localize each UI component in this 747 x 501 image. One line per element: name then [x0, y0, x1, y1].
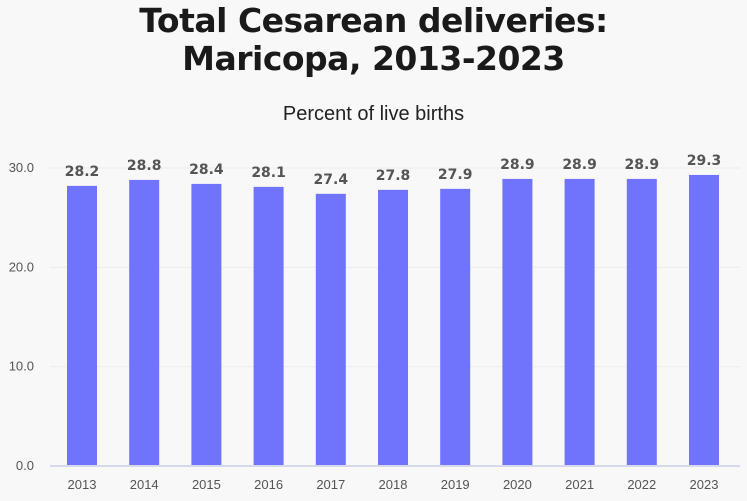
data-label: 28.9: [562, 157, 597, 173]
x-tick-label: 2019: [441, 477, 470, 492]
data-label: 28.8: [127, 158, 162, 174]
data-label: 28.2: [65, 164, 100, 180]
bar-2020: [502, 178, 533, 465]
x-tick-label: 2018: [379, 477, 408, 492]
bar-2019: [440, 188, 471, 466]
x-tick-label: 2022: [627, 477, 656, 492]
bar-2013: [67, 185, 97, 465]
data-label: 28.9: [500, 157, 535, 173]
x-tick-label: 2016: [254, 477, 283, 492]
data-label: 27.4: [314, 172, 349, 188]
bar-2021: [564, 178, 595, 465]
chart-title-line1: Total Cesarean deliveries:: [139, 1, 608, 40]
x-tick-label: 2013: [68, 477, 97, 492]
x-tick-label: 2023: [690, 477, 719, 492]
y-tick-label: 20.0: [9, 259, 34, 274]
x-tick-label: 2021: [565, 477, 594, 492]
data-label: 28.4: [189, 162, 224, 178]
chart-title: Total Cesarean deliveries: Maricopa, 201…: [0, 2, 747, 78]
data-label: 29.3: [687, 153, 722, 169]
data-label: 27.9: [438, 167, 473, 183]
y-tick-label: 30.0: [9, 160, 34, 175]
x-tick-label: 2020: [503, 477, 532, 492]
bar-2023: [689, 174, 719, 465]
bar-2018: [378, 189, 408, 465]
x-tick-label: 2017: [316, 477, 345, 492]
bar-2017: [315, 193, 346, 465]
data-label: 28.9: [625, 157, 660, 173]
bar-2016: [253, 186, 284, 465]
bar-2022: [626, 178, 657, 465]
y-tick-label: 10.0: [9, 359, 34, 374]
bar-2014: [129, 179, 160, 466]
chart-subtitle: Percent of live births: [282, 103, 465, 125]
data-label: 28.1: [251, 165, 286, 181]
bar-2015: [191, 183, 222, 466]
data-label: 27.8: [376, 168, 411, 184]
y-tick-label: 0.0: [16, 458, 34, 473]
x-tick-label: 2014: [130, 477, 159, 492]
x-tick-label: 2015: [192, 477, 221, 492]
chart-title-line2: Maricopa, 2013-2023: [182, 39, 565, 78]
